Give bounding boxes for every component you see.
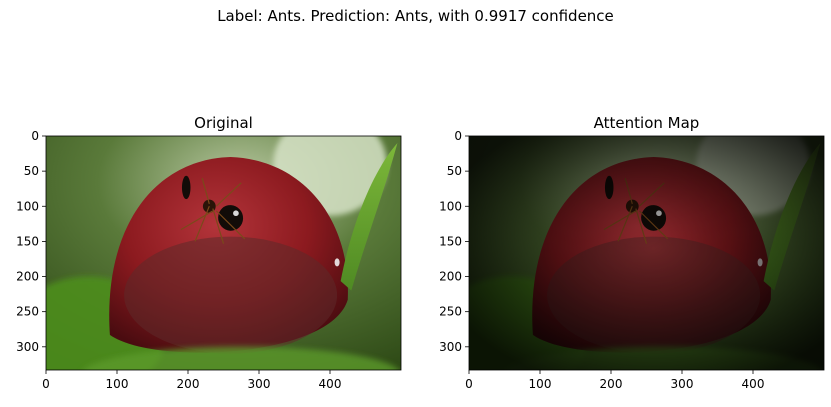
y-tick-label: 50 [447,164,462,178]
y-tick-label: 150 [439,234,462,248]
y-tick-label: 100 [16,199,39,213]
y-tick-label: 0 [31,129,39,143]
y-tick-label: 250 [16,305,39,319]
x-tick-label: 0 [42,377,50,391]
image-original [11,113,402,403]
x-tick-label: 400 [742,377,765,391]
attention-overlay [469,136,824,370]
y-tick-label: 100 [439,199,462,213]
x-tick-label: 100 [106,377,129,391]
x-tick-label: 0 [465,377,473,391]
x-tick-label: 200 [177,377,200,391]
figure-suptitle: Label: Ants. Prediction: Ants, with 0.99… [0,7,831,25]
image-attention [434,113,825,403]
image-panel-1: Original 0 100 200 300 400 0 50 100 150 200 250 300 [11,113,402,403]
x-tick-label: 200 [600,377,623,391]
y-tick-label: 300 [439,340,462,354]
y-tick-label: 250 [439,305,462,319]
image-panel-2: Attention Map 0 100 200 300 400 0 50 100 150 200 25… [434,113,825,403]
panel-title: Original [194,114,253,132]
x-tick-label: 300 [248,377,271,391]
x-tick-label: 300 [671,377,694,391]
panel-title: Attention Map [594,114,700,132]
y-tick-label: 150 [16,234,39,248]
x-tick-label: 400 [319,377,342,391]
y-tick-label: 200 [16,270,39,284]
y-tick-label: 300 [16,340,39,354]
y-tick-label: 200 [439,270,462,284]
x-tick-label: 100 [529,377,552,391]
y-tick-label: 0 [454,129,462,143]
y-tick-label: 50 [24,164,39,178]
